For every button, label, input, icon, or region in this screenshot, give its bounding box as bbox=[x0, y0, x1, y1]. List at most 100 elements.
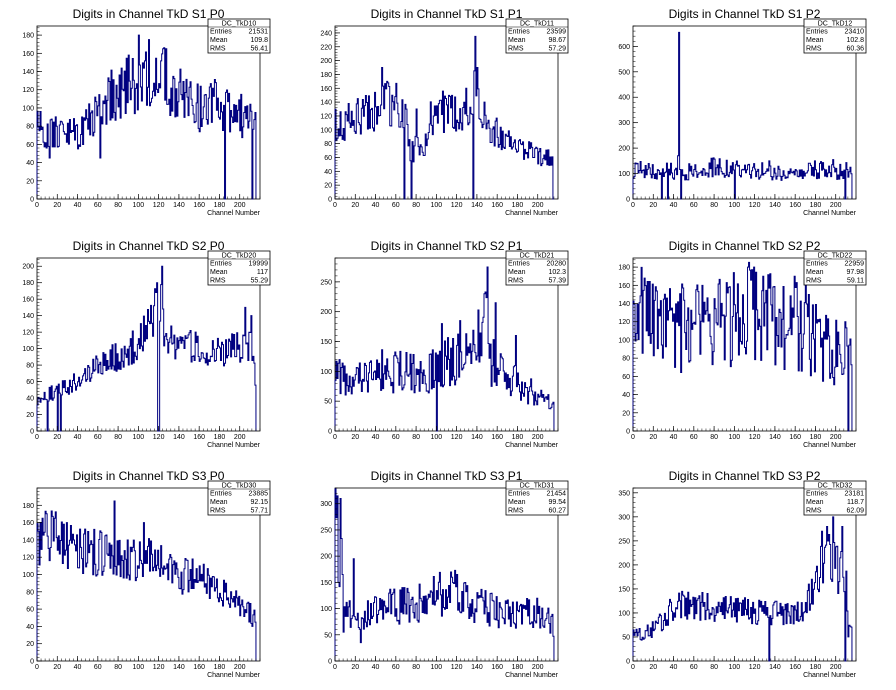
y-tick-label: 240 bbox=[320, 30, 332, 37]
y-tick-label: 120 bbox=[320, 113, 332, 120]
x-tick-label: 20 bbox=[53, 664, 61, 671]
y-tick-label: 0 bbox=[626, 659, 630, 666]
x-tick-label: 40 bbox=[74, 664, 82, 671]
x-tick-label: 100 bbox=[431, 434, 443, 441]
stats-rms-value: 55.29 bbox=[250, 278, 268, 285]
stats-mean-label: Mean bbox=[806, 499, 824, 506]
y-tick-label: 100 bbox=[618, 171, 630, 178]
y-tick-label: 0 bbox=[30, 197, 34, 204]
y-tick-label: 300 bbox=[618, 120, 630, 127]
x-axis-label: Channel Number bbox=[803, 672, 857, 679]
stats-name: DC_TkD12 bbox=[818, 20, 853, 27]
stats-rms-label: RMS bbox=[806, 508, 822, 515]
y-tick-label: 0 bbox=[328, 197, 332, 204]
y-tick-label: 50 bbox=[622, 634, 630, 641]
x-tick-label: 0 bbox=[35, 434, 39, 441]
stats-name: DC_TkD21 bbox=[520, 252, 555, 259]
y-tick-label: 80 bbox=[324, 141, 332, 148]
y-tick-label: 250 bbox=[618, 538, 630, 545]
stats-box: DC_TkD30 Entries 23885 Mean 92.15 RMS 57.71 bbox=[207, 480, 271, 516]
y-tick-label: 20 bbox=[26, 412, 34, 419]
stats-rms-value: 60.36 bbox=[846, 46, 864, 53]
stats-box-frame bbox=[803, 480, 867, 516]
x-tick-label: 120 bbox=[451, 664, 463, 671]
x-tick-label: 160 bbox=[789, 434, 801, 441]
y-tick-label: 50 bbox=[324, 399, 332, 406]
x-tick-label: 160 bbox=[789, 664, 801, 671]
stats-mean-value: 99.54 bbox=[548, 499, 566, 506]
x-tick-label: 180 bbox=[512, 202, 524, 209]
y-tick-label: 60 bbox=[26, 142, 34, 149]
y-tick-label: 100 bbox=[618, 337, 630, 344]
x-tick-label: 60 bbox=[392, 434, 400, 441]
x-tick-label: 40 bbox=[670, 434, 678, 441]
y-tick-label: 60 bbox=[622, 374, 630, 381]
histogram-line bbox=[334, 488, 555, 661]
stats-mean-value: 98.67 bbox=[548, 37, 566, 44]
histogram-panel-7: Digits in Channel TkD S3 P0 0 20 40 60 80 100 1… bbox=[22, 469, 271, 679]
x-tick-label: 120 bbox=[153, 434, 165, 441]
y-tick-label: 160 bbox=[22, 51, 34, 58]
x-tick-label: 60 bbox=[690, 434, 698, 441]
x-tick-label: 100 bbox=[133, 664, 145, 671]
histogram-panel-2: Digits in Channel TkD S1 P1 0 20 40 60 80 100 1… bbox=[320, 7, 569, 217]
chart-title: Digits in Channel TkD S2 P1 bbox=[371, 239, 523, 253]
x-tick-label: 120 bbox=[451, 202, 463, 209]
x-tick-label: 40 bbox=[372, 664, 380, 671]
stats-rms-value: 62.09 bbox=[846, 508, 864, 515]
stats-entries-value: 22959 bbox=[845, 261, 865, 268]
y-tick-label: 300 bbox=[320, 501, 332, 508]
stats-mean-value: 118.7 bbox=[847, 499, 864, 506]
x-tick-label: 140 bbox=[173, 202, 185, 209]
x-tick-label: 120 bbox=[451, 434, 463, 441]
stats-name: DC_TkD11 bbox=[520, 20, 554, 27]
x-axis-label: Channel Number bbox=[207, 442, 261, 449]
y-tick-label: 200 bbox=[320, 309, 332, 316]
stats-rms-value: 60.27 bbox=[548, 508, 566, 515]
x-tick-label: 180 bbox=[214, 202, 226, 209]
y-tick-label: 40 bbox=[26, 624, 34, 631]
y-tick-label: 0 bbox=[328, 659, 332, 666]
chart-title: Digits in Channel TkD S1 P2 bbox=[669, 7, 821, 21]
x-axis-label: Channel Number bbox=[505, 442, 559, 449]
stats-entries-value: 19999 bbox=[249, 261, 269, 268]
x-tick-label: 80 bbox=[412, 202, 420, 209]
x-tick-label: 80 bbox=[114, 434, 122, 441]
chart-title: Digits in Channel TkD S3 P1 bbox=[371, 469, 523, 483]
x-tick-label: 140 bbox=[173, 434, 185, 441]
x-tick-label: 200 bbox=[234, 434, 246, 441]
y-tick-label: 200 bbox=[618, 146, 630, 153]
x-tick-label: 140 bbox=[471, 434, 483, 441]
x-tick-label: 0 bbox=[631, 202, 635, 209]
y-tick-label: 60 bbox=[26, 607, 34, 614]
x-tick-label: 200 bbox=[532, 202, 544, 209]
x-tick-label: 200 bbox=[532, 664, 544, 671]
x-tick-label: 200 bbox=[234, 664, 246, 671]
histogram-line bbox=[36, 265, 257, 432]
x-tick-label: 40 bbox=[74, 434, 82, 441]
y-tick-label: 20 bbox=[26, 641, 34, 648]
y-tick-label: 150 bbox=[320, 339, 332, 346]
stats-rms-value: 59.11 bbox=[847, 278, 864, 285]
y-tick-label: 0 bbox=[30, 659, 34, 666]
x-tick-label: 0 bbox=[333, 434, 337, 441]
histogram-panel-8: Digits in Channel TkD S3 P1 0 20 40 60 80 100 1… bbox=[320, 469, 569, 679]
y-tick-label: 120 bbox=[22, 87, 34, 94]
x-tick-label: 20 bbox=[351, 202, 359, 209]
stats-mean-value: 97.98 bbox=[846, 269, 864, 276]
stats-name: DC_TkD22 bbox=[818, 252, 853, 259]
y-tick-label: 500 bbox=[618, 69, 630, 76]
stats-name: DC_TkD10 bbox=[222, 20, 257, 27]
x-tick-label: 60 bbox=[94, 434, 102, 441]
x-tick-label: 40 bbox=[670, 664, 678, 671]
y-tick-label: 20 bbox=[622, 410, 630, 417]
histogram-line bbox=[36, 500, 257, 661]
y-tick-label: 100 bbox=[22, 105, 34, 112]
stats-box-frame bbox=[207, 250, 271, 286]
y-tick-label: 160 bbox=[22, 297, 34, 304]
x-tick-label: 100 bbox=[133, 202, 145, 209]
histogram-line bbox=[632, 516, 853, 662]
stats-box-frame bbox=[803, 18, 867, 54]
stats-rms-value: 57.39 bbox=[548, 278, 566, 285]
stats-mean-value: 102.3 bbox=[548, 269, 566, 276]
